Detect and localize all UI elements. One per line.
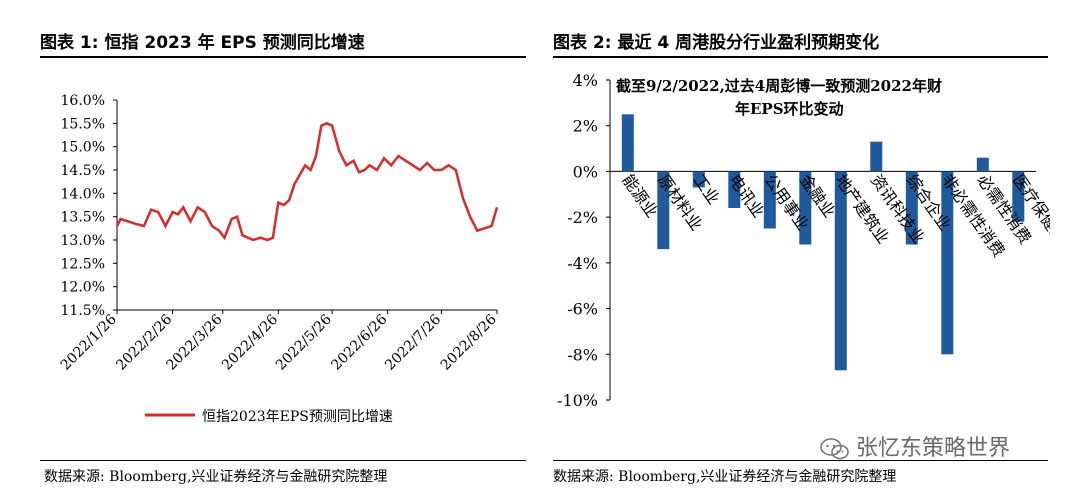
left-source-note: 数据来源: Bloomberg,兴业证券经济与金融研究院整理 [44,469,388,485]
line-chart-y-tick-label: 13.5% [61,210,105,226]
line-chart-y-tick-labels: 16.0% 15.5% 15.0% 14.5% 14.0% 13.5% 13.0% 12.5%… [61,93,105,319]
bar-category-label: 能源业 [618,171,661,221]
line-chart-x-tick-label: 2022/8/26 [438,311,500,373]
line-chart-y-tick-label: 14.0% [61,186,105,202]
bar [728,171,741,208]
bar-chart-y-tick-label: 2% [573,117,598,136]
bar-chart-annotation-line1: 截至9/2/2022,过去4周彭博一致预测2022年财 [616,77,942,95]
line-chart-y-tick-label: 14.5% [61,163,105,179]
bar [799,171,812,245]
line-chart-y-tick-label: 11.5% [61,303,105,319]
left-source-rule [40,460,526,461]
bar [621,114,634,172]
left-chart-title: 图表 1: 恒指 2023 年 EPS 预测同比增速 [40,33,365,53]
bar-chart-y-tick-label: -6% [567,300,598,319]
bar [1012,171,1025,222]
left-title-rule [40,56,526,58]
line-chart-y-tick-label: 15.5% [61,116,105,132]
line-chart-y-tick-label: 13.0% [61,233,105,249]
line-chart-y-tick-label: 15.0% [61,140,105,156]
line-chart-x-tick-label: 2022/7/26 [382,311,444,373]
line-chart-x-tick-label: 2022/4/26 [219,311,281,373]
bar-chart-y-tick-label: 0% [573,162,598,181]
line-chart-x-tick-label: 2022/1/26 [58,311,120,373]
line-chart-x-tick-label: 2022/6/26 [328,311,390,373]
bar [692,171,705,188]
bar-chart-y-tick-label: -8% [567,345,598,364]
bar-chart-y-tick-label: -10% [557,391,598,410]
line-chart-axes [113,99,498,314]
bar [763,171,776,229]
right-source-note: 数据来源: Bloomberg,兴业证券经济与金融研究院整理 [553,469,897,485]
line-chart-y-tick-label: 12.5% [61,256,105,272]
bar-chart-y-tick-label: -4% [567,254,598,273]
line-chart-y-tick-label: 12.0% [61,280,105,296]
bar [657,171,670,250]
line-chart-legend: 恒指2023年EPS预测同比增速 [145,409,393,425]
line-chart-y-tick-label: 16.0% [61,93,105,109]
bar [870,141,883,172]
line-chart: 16.0% 15.5% 15.0% 14.5% 14.0% 13.5% 13.0% 12.5%… [58,93,500,425]
bar [905,171,918,245]
bar [834,171,847,371]
right-source-rule [553,460,1048,461]
right-title-rule [553,56,1048,58]
line-series [115,121,499,242]
bar [976,157,989,172]
bar [941,171,954,355]
line-chart-x-tick-label: 2022/5/26 [273,311,335,373]
bar-chart-y-tick-labels: 4% 2% 0% -2% -4% -6% -8% -10% [557,71,598,410]
bar-chart-y-tick-label: -2% [567,208,598,227]
line-chart-x-tick-labels: 2022/1/262022/2/262022/3/262022/4/262022… [58,311,500,373]
watermark-text: 张忆东策略世界 [856,436,1011,461]
watermark: 张忆东策略世界 [820,430,1010,462]
right-chart-title: 图表 2: 最近 4 周港股分行业盈利预期变化 [553,33,880,53]
bar-chart-axes [606,79,1036,401]
bar-chart-bars [621,114,1025,371]
wechat-icon [820,438,849,460]
legend-label: 恒指2023年EPS预测同比增速 [202,409,393,425]
bar-chart-annotation-line2: 年EPS环比变动 [735,100,844,118]
bar-chart-y-tick-label: 4% [573,71,598,90]
